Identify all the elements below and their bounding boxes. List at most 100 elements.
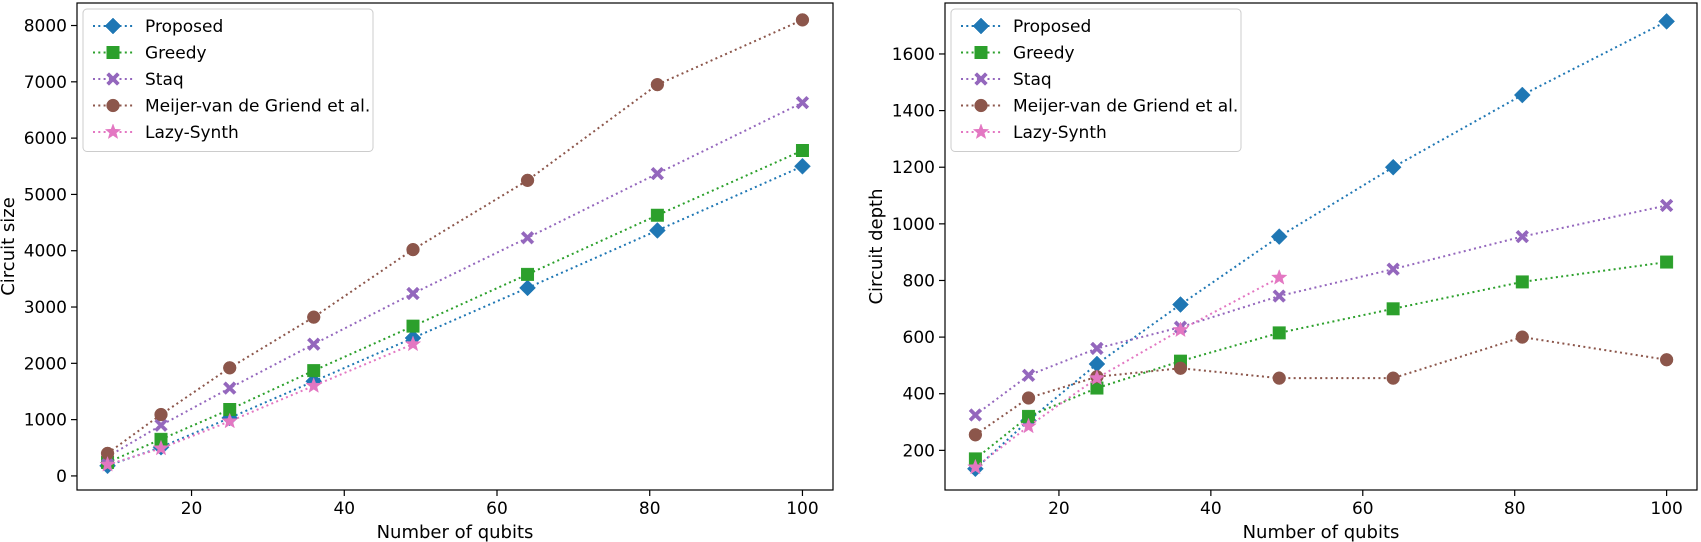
x-tick-label: 80 [1504,499,1526,519]
y-tick-label: 1600 [892,45,935,65]
data-point [795,13,810,27]
y-tick-label: 400 [903,385,935,405]
y-tick-label: 2000 [24,354,67,374]
series-meijer-van-de-griend-et-al [100,13,810,461]
chart-2: 20 40 60 80 100 200 400 600 800 1000 1200 1400 1600 N… [866,2,1698,542]
x-axis-label: Number of qubits [1243,522,1400,542]
x-axis-label: Number of qubits [377,522,534,542]
data-point [968,428,983,442]
data-point [305,377,323,393]
data-point [223,361,237,375]
data-point [1660,255,1674,269]
series-greedy [101,144,809,469]
y-tick-label: 0 [56,467,67,487]
series-greedy [968,255,1674,466]
legend-label: Staq [145,70,184,90]
legend-label: Staq [1013,70,1052,90]
data-point [1386,302,1400,316]
series-line [107,165,803,467]
data-point [1088,369,1106,386]
data-point [154,407,168,422]
data-point [1658,13,1675,30]
data-point [521,267,535,281]
data-point [1386,371,1400,385]
legend-label: Lazy-Synth [1013,123,1107,143]
data-point [1513,86,1531,104]
legend-label: Greedy [145,44,207,64]
legend-label: Proposed [145,17,223,37]
data-point [154,418,168,433]
legend-marker [106,98,120,113]
data-point [1515,330,1529,344]
y-tick-label: 200 [903,441,935,461]
data-point [1020,417,1037,434]
data-point [99,455,116,472]
legend-marker [104,17,122,35]
legend-marker [106,72,120,86]
series-line [107,343,414,466]
data-point [649,222,666,239]
data-point [1173,361,1188,375]
y-tick-label: 1200 [892,158,935,178]
y-axis-label: Circuit size [0,197,19,296]
y-tick-label: 5000 [24,185,67,205]
data-point [404,335,422,352]
chart-1: 20 40 60 80 10001000200030004000500060007000… [0,2,834,542]
legend-marker [104,123,122,140]
series-staq [968,198,1674,422]
x-tick-label: 100 [786,499,818,519]
legend-marker [972,17,990,35]
x-tick-label: 60 [1352,499,1374,519]
legend-box [82,8,374,152]
data-point [795,144,809,157]
data-point [1272,289,1286,303]
legend-marker [974,98,988,113]
series-line [974,261,1667,460]
series-lazy-synth [99,335,422,472]
data-point [794,157,811,175]
y-tick-label: 6000 [24,129,67,149]
series-lazy-synth [967,268,1288,475]
data-point [222,381,237,395]
data-point [1386,262,1400,276]
series-line [107,149,803,464]
x-tick-label: 40 [333,499,355,519]
axes-frame [76,2,834,491]
y-tick-label: 7000 [24,73,67,93]
legend-marker [972,123,990,140]
data-point [406,242,420,257]
data-point [520,173,535,187]
data-point [152,439,170,456]
data-point [306,337,321,351]
y-tick-label: 1400 [892,102,935,122]
legend-label: Meijer-van de Griend et al. [1013,97,1238,117]
data-point [1515,275,1529,289]
data-point [795,95,810,110]
data-point [406,286,420,301]
y-tick-label: 600 [903,328,935,348]
legend-marker [974,72,988,86]
series-line [106,18,803,455]
legend-label: Meijer-van de Griend et al. [145,97,370,117]
data-point [650,77,665,92]
data-point [1272,326,1286,340]
y-tick-label: 1000 [892,215,935,235]
data-point [1270,228,1288,245]
data-point [1172,296,1189,313]
legend-marker [106,46,120,59]
data-point [1515,229,1530,244]
data-point [1659,353,1674,367]
x-tick-label: 40 [1200,499,1222,519]
data-point [406,319,420,333]
data-point [307,310,321,324]
legend-box [950,8,1242,152]
y-tick-label: 800 [903,271,935,291]
x-tick-label: 100 [1650,499,1682,519]
y-tick-label: 4000 [24,242,67,262]
data-point [1270,268,1288,285]
x-tick-label: 80 [639,499,661,519]
axes-frame [944,2,1698,491]
legend-label: Greedy [1013,44,1075,64]
series-meijer-van-de-griend-et-al [968,330,1674,442]
